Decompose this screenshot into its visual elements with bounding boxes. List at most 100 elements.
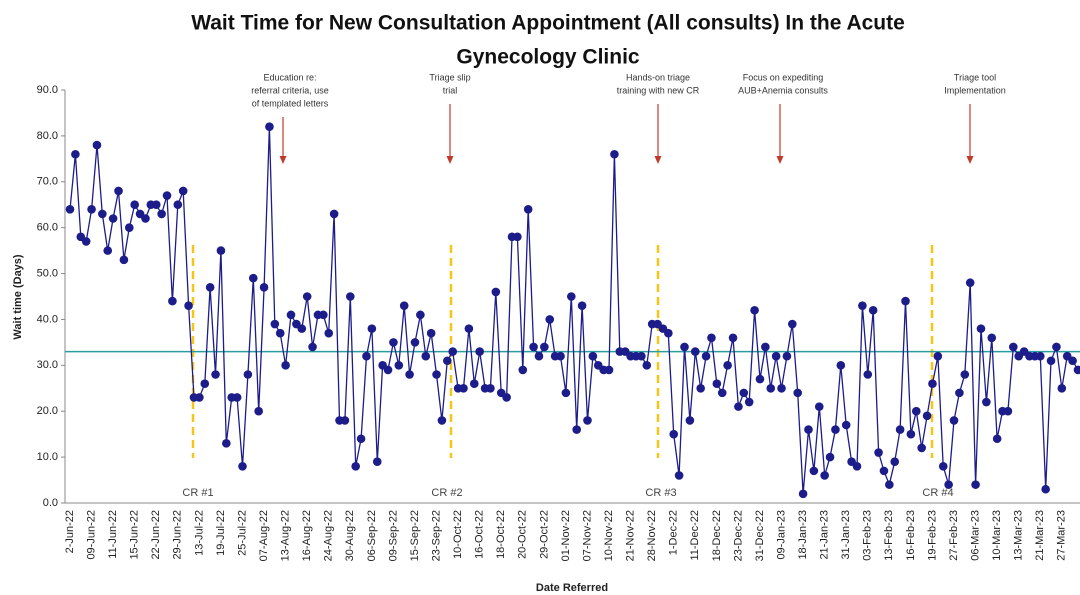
data-point	[696, 383, 705, 393]
x-tick-label: 10-Oct-22	[452, 510, 464, 559]
chart-title: Wait Time for New Consultation Appointme…	[191, 12, 905, 35]
x-tick-label: 20-Oct-22	[517, 510, 529, 559]
data-point	[399, 301, 409, 310]
data-point	[523, 205, 533, 214]
annotation-arrowhead	[654, 156, 662, 164]
data-point	[65, 205, 75, 214]
data-point	[114, 186, 123, 196]
annotation: Triage tool	[954, 72, 996, 82]
x-tick-label: 07-Nov-22	[581, 510, 593, 561]
data-point	[1046, 356, 1056, 366]
data-point	[874, 448, 883, 457]
data-point	[372, 457, 382, 467]
data-line	[69, 126, 1079, 494]
x-tick-label: 16-Aug-22	[301, 510, 313, 561]
data-point	[992, 434, 1002, 444]
data-point	[200, 379, 210, 388]
data-point	[108, 214, 118, 223]
x-tick-label: 23-Dec-22	[732, 510, 744, 561]
data-point	[545, 315, 555, 324]
data-point	[863, 370, 873, 379]
annotation-arrowhead	[446, 156, 454, 164]
y-tick-label: 20.0	[37, 405, 58, 417]
data-point	[955, 388, 964, 398]
data-point	[798, 489, 808, 499]
data-point	[761, 342, 770, 352]
x-tick-label: 13-Aug-22	[280, 510, 292, 561]
x-tick-label: 1-Dec-22	[668, 510, 680, 555]
data-point	[820, 471, 829, 480]
data-point	[275, 328, 285, 338]
annotation-arrowhead	[279, 156, 287, 164]
data-point	[831, 425, 840, 434]
data-point	[162, 191, 172, 200]
y-tick-label: 80.0	[37, 130, 58, 142]
data-point	[173, 200, 183, 210]
data-point	[87, 205, 96, 214]
data-point	[367, 324, 377, 333]
y-tick-label: 90.0	[37, 84, 58, 96]
x-tick-label: 22-Jun-22	[150, 510, 162, 560]
data-point	[965, 278, 975, 288]
data-point	[556, 351, 565, 361]
x-tick-label: 09-Sep-22	[387, 510, 399, 561]
y-tick-label: 50.0	[37, 267, 58, 279]
x-tick-label: 13-Feb-23	[883, 510, 895, 561]
data-point	[81, 237, 91, 246]
data-point	[383, 365, 393, 375]
data-point	[917, 443, 926, 453]
data-point	[750, 305, 759, 315]
annotation: Triage slip	[429, 72, 470, 82]
data-point	[928, 379, 937, 388]
data-point	[771, 351, 781, 361]
x-tick-label: 25-Jul-22	[236, 510, 248, 556]
data-point	[680, 342, 689, 352]
x-tick-label: 09-Jan-23	[775, 510, 787, 560]
data-point	[814, 402, 824, 411]
data-point	[572, 425, 581, 434]
data-point	[793, 388, 803, 398]
data-point	[588, 351, 598, 361]
data-point	[836, 361, 846, 370]
annotation: of templated letters	[252, 98, 329, 108]
data-point	[184, 301, 193, 310]
data-point	[416, 310, 425, 320]
data-point	[437, 416, 447, 425]
annotation: Implementation	[944, 85, 1006, 95]
data-point	[421, 351, 431, 361]
annotation: training with new CR	[617, 85, 700, 95]
x-tick-label: 28-Nov-22	[646, 510, 658, 561]
data-point	[809, 466, 819, 476]
data-point	[103, 246, 113, 255]
data-point	[529, 342, 538, 352]
data-point	[389, 338, 398, 347]
data-point	[308, 342, 317, 352]
data-point	[297, 324, 307, 333]
data-point	[356, 434, 366, 444]
x-tick-label: 2-Jun-22	[64, 510, 76, 553]
annotation: Education re:	[263, 72, 316, 82]
data-point	[259, 283, 269, 292]
y-tick-label: 40.0	[37, 313, 58, 325]
y-tick-label: 70.0	[37, 176, 58, 188]
data-point	[728, 333, 738, 343]
data-point	[734, 402, 743, 411]
data-point	[944, 480, 953, 489]
change-label: CR #3	[645, 487, 676, 499]
x-tick-label: 30-Aug-22	[344, 510, 356, 561]
data-point	[302, 292, 312, 301]
data-point	[254, 406, 263, 416]
data-point	[561, 388, 571, 398]
x-tick-label: 07-Aug-22	[258, 510, 270, 561]
data-point	[491, 287, 501, 297]
data-point	[583, 416, 592, 425]
annotation: Focus on expediting	[743, 72, 824, 82]
data-point	[766, 383, 776, 393]
x-tick-label: 15-Jun-22	[129, 510, 141, 560]
data-point	[216, 246, 226, 255]
data-point	[119, 255, 129, 265]
data-point	[938, 461, 948, 471]
data-point	[1041, 484, 1050, 494]
data-point	[567, 292, 576, 301]
